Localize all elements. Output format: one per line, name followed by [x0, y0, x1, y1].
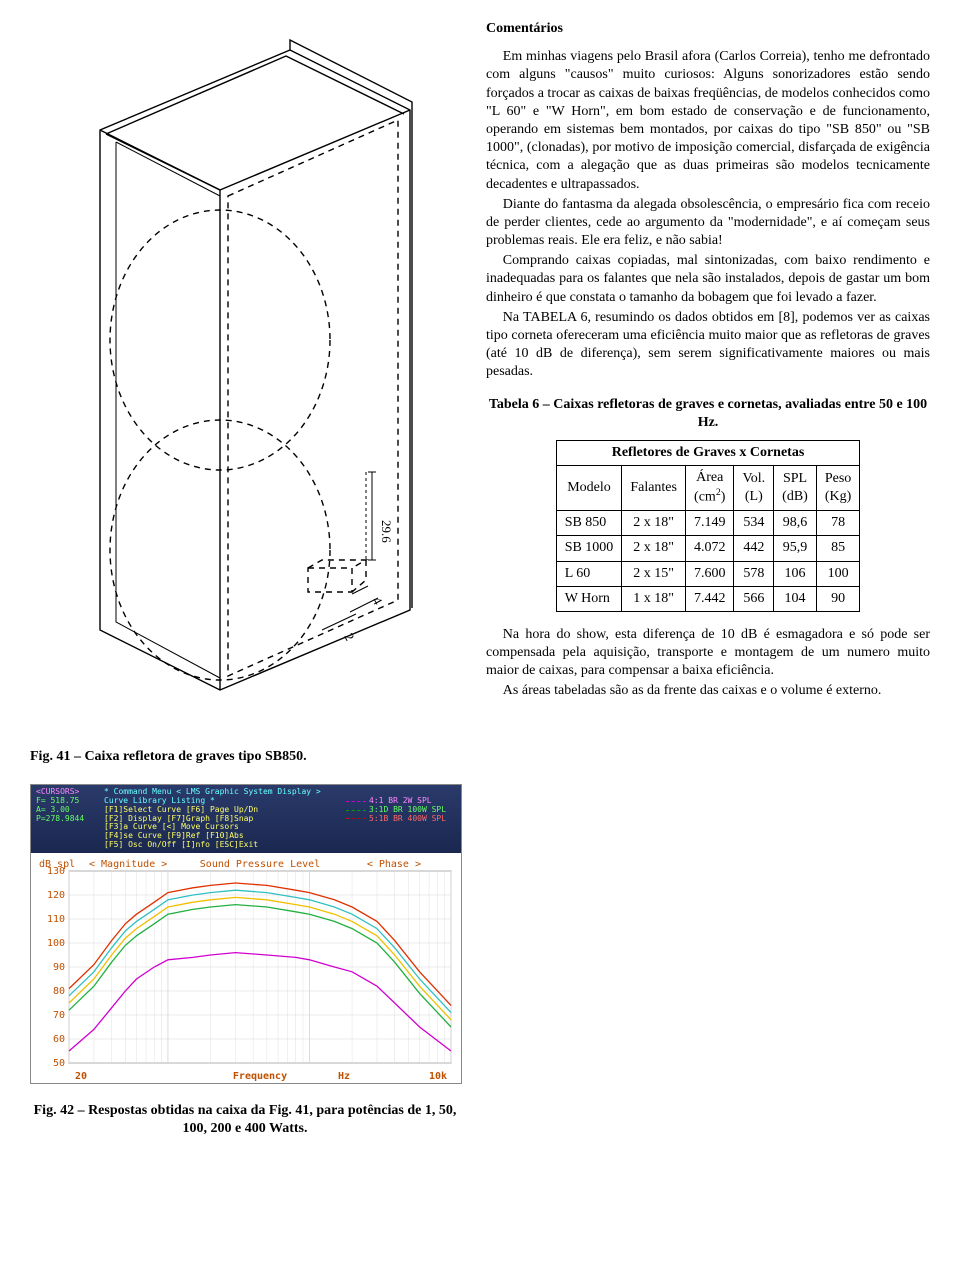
chart-plot-svg: 5060708090100110120130dB spl< Magnitude …	[31, 853, 461, 1083]
svg-text:90: 90	[53, 962, 65, 973]
para-after-1: Na hora do show, esta diferença de 10 dB…	[486, 626, 930, 681]
table6-header: Falantes	[622, 466, 686, 511]
svg-text:dB spl: dB spl	[39, 859, 75, 870]
section-title: Comentários	[486, 20, 930, 38]
dim-2: 2	[341, 630, 357, 643]
fig42-caption: Fig. 42 – Respostas obtidas na caixa da …	[30, 1102, 460, 1138]
table-row: SB 10002 x 18"4.07244295,985	[556, 536, 860, 561]
table6: Refletores de Graves x Cornetas ModeloFa…	[556, 440, 861, 612]
table6-header: Peso(Kg)	[816, 466, 859, 511]
para-2: Diante do fantasma da alegada obsolescên…	[486, 196, 930, 251]
svg-text:20: 20	[75, 1071, 87, 1082]
svg-text:< Phase >: < Phase >	[367, 859, 421, 870]
svg-text:80: 80	[53, 986, 65, 997]
svg-text:120: 120	[47, 890, 65, 901]
fig41-caption: Fig. 41 – Caixa refletora de graves tipo…	[30, 748, 462, 766]
svg-text:50: 50	[53, 1058, 65, 1069]
table6-caption: Tabela 6 – Caixas refletoras de graves e…	[486, 396, 930, 432]
svg-text:100: 100	[47, 938, 65, 949]
svg-text:Hz: Hz	[338, 1071, 350, 1082]
para-1: Em minhas viagens pelo Brasil afora (Car…	[486, 48, 930, 194]
svg-text:70: 70	[53, 1010, 65, 1021]
table-row: SB 8502 x 18"7.14953498,678	[556, 511, 860, 536]
svg-text:10k: 10k	[429, 1071, 447, 1082]
table6-header: Área(cm2)	[685, 466, 734, 511]
table6-title: Refletores de Graves x Cornetas	[556, 440, 860, 465]
para-3: Comprando caixas copiadas, mal sintoniza…	[486, 252, 930, 307]
dim-4: 4	[369, 594, 386, 607]
svg-text:60: 60	[53, 1034, 65, 1045]
para-4: Na TABELA 6, resumindo os dados obtidos …	[486, 309, 930, 382]
svg-text:110: 110	[47, 914, 65, 925]
table6-header: Modelo	[556, 466, 622, 511]
chart-header: <CURSORS> F= 518.75 A= 3.00 P=278.9844 *…	[31, 785, 461, 853]
speaker-cabinet-drawing: 29.6 4 2	[30, 20, 460, 740]
para-after-2: As áreas tabeladas são as da frente das …	[486, 682, 930, 700]
table-row: L 602 x 15"7.600578106100	[556, 561, 860, 586]
svg-text:< Magnitude >: < Magnitude >	[89, 859, 167, 870]
dim-29-6: 29.6	[379, 520, 394, 543]
table-row: W Horn1 x 18"7.44256610490	[556, 586, 860, 611]
table6-header: Vol.(L)	[734, 466, 774, 511]
svg-text:Sound Pressure Level: Sound Pressure Level	[200, 859, 320, 870]
svg-text:Frequency: Frequency	[233, 1071, 287, 1082]
table6-header: SPL(dB)	[774, 466, 817, 511]
frequency-response-chart: <CURSORS> F= 518.75 A= 3.00 P=278.9844 *…	[30, 784, 462, 1084]
